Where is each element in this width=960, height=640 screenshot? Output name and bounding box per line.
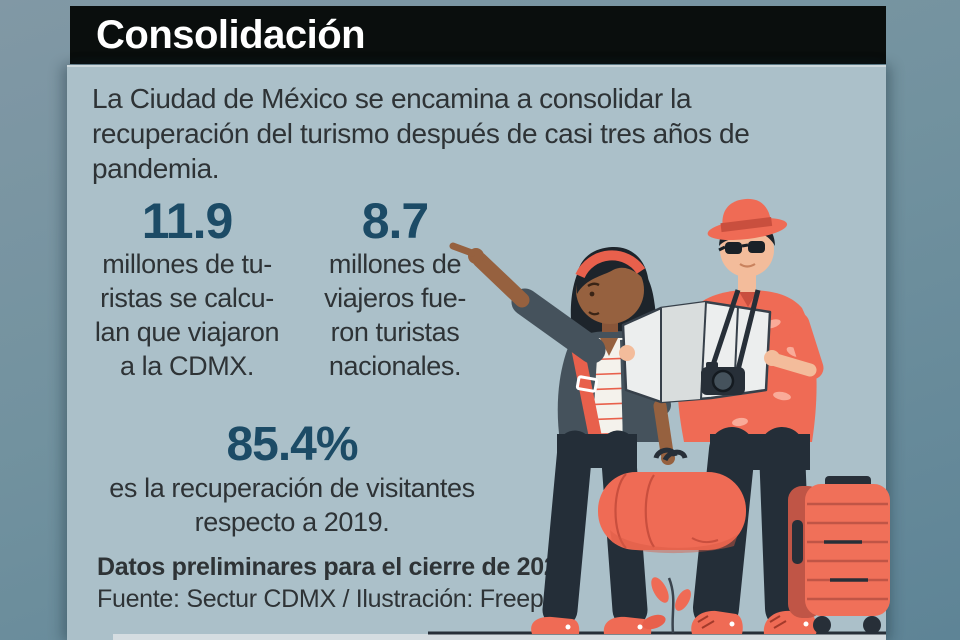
intro-line: La Ciudad de México se encamina a consol… [92, 83, 692, 114]
man-figure [619, 198, 824, 634]
stat-line: ron turistas [330, 317, 460, 347]
footer: Datos preliminares para el cierre de 202… [97, 551, 571, 615]
intro-line: pandemia. [92, 153, 220, 184]
camera [701, 289, 761, 395]
stat-line: ristas se calcu- [100, 283, 274, 313]
pointing-hand [449, 242, 476, 257]
stat-line: viajeros fue- [324, 283, 466, 313]
intro-line: recuperación del turismo después de casi… [92, 118, 750, 149]
stat-line: nacionales. [328, 351, 462, 381]
stat-line: es la recuperación de visitantes [109, 473, 475, 503]
stat-line: lan que viajaron [94, 317, 280, 347]
footer-note: Datos preliminares para el cierre de 202… [97, 553, 572, 581]
suitcase [788, 476, 890, 634]
stat-tourists-total: 11.9 millones de tu- ristas se calcu- la… [71, 195, 303, 383]
stat-value: 85.4% [226, 418, 358, 471]
man-right-hand [619, 345, 635, 361]
duffel-bag [598, 447, 746, 554]
stat-national-tourists: 8.7 millones de viajeros fue- ron turist… [303, 195, 487, 383]
stat-value: 11.9 [141, 193, 234, 249]
sunglasses [718, 241, 765, 254]
man-left-hand [764, 350, 780, 366]
woman-figure [449, 242, 675, 634]
hat [707, 198, 788, 241]
headband [575, 250, 646, 279]
stat-line: millones de tu- [102, 249, 272, 279]
plant [642, 577, 691, 634]
stat-line: respecto a 2019. [194, 507, 390, 537]
woman-sneakers [531, 616, 652, 634]
map [621, 300, 772, 404]
stat-line: millones de [328, 249, 462, 279]
bottom-edge-strip [113, 634, 886, 640]
stat-value: 8.7 [361, 193, 430, 249]
pointing-arm [511, 288, 606, 364]
footer-source: Fuente: Sectur CDMX / Ilustración: Freep… [97, 585, 561, 613]
intro-paragraph: La Ciudad de México se encamina a consol… [92, 81, 832, 186]
stat-line: a la CDMX. [119, 351, 255, 381]
title-bar: Consolidación [70, 6, 886, 64]
page-title: Consolidación [96, 12, 366, 57]
stat-recovery-percentage: 85.4% es la recuperación de visitantes r… [77, 419, 507, 539]
tourists-illustration [428, 198, 890, 635]
